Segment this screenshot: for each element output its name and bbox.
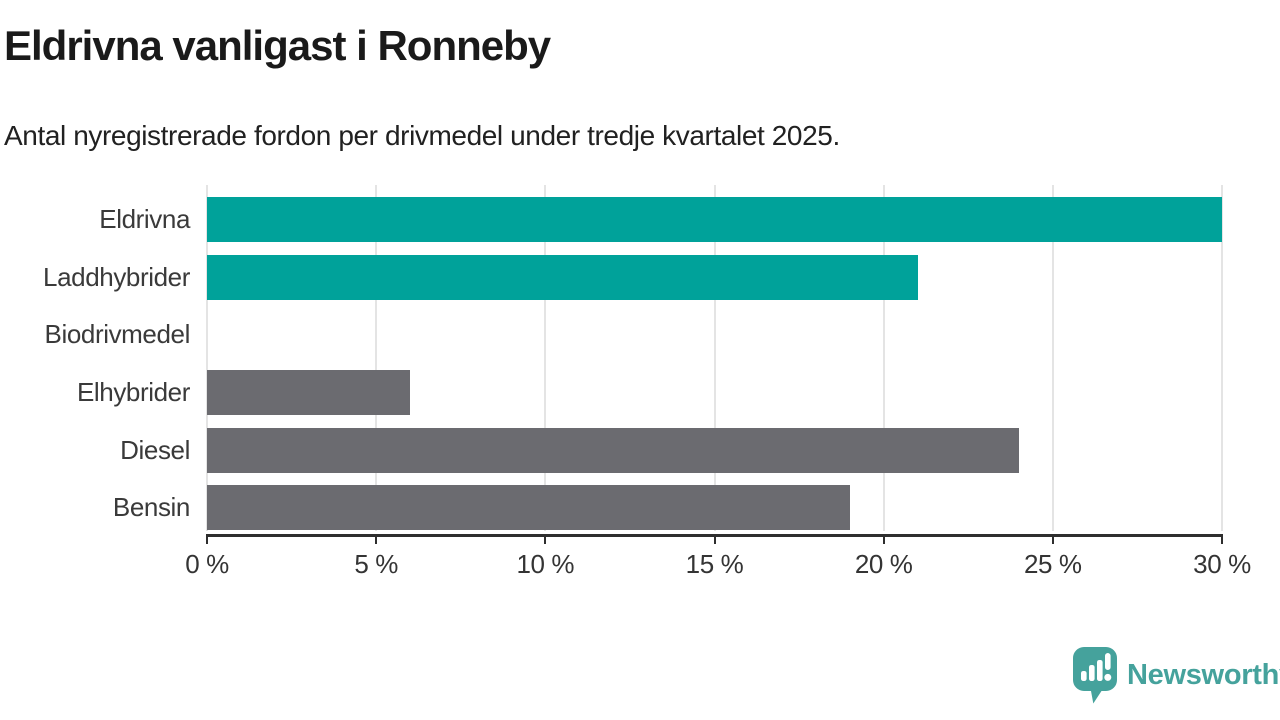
x-axis-tick-25 [1051,534,1054,544]
bar-eldrivna [207,197,1222,242]
gridline-0% [206,185,208,531]
category-label-elhybrider: Elhybrider [76,377,190,407]
branding-label: Newsworthy [1127,658,1280,691]
x-axis-tick-30 [1221,534,1223,544]
x-axis-tick-0 [206,534,208,544]
chart-title: Eldrivna vanligast i Ronneby [4,22,551,69]
x-axis-tick-10 [544,534,547,544]
bar-diesel [207,427,1019,473]
gridline-20% [882,185,885,531]
gridline-5% [375,185,378,531]
x-tick-label-0: 0 % [185,549,229,579]
x-tick-label-25: 25 % [1023,549,1082,579]
category-label-eldrivna: Eldrivna [99,204,190,234]
x-tick-label-20: 20 % [854,549,913,579]
x-tick-label-5: 5 % [354,549,398,579]
x-axis-tick-15 [713,534,716,544]
gridline-25% [1051,185,1054,531]
category-label-bensin: Bensin [112,492,191,523]
category-label-biodrivmedel: Biodrivmedel [44,319,191,350]
x-tick-label-15: 15 % [685,549,744,579]
gridline-10% [544,185,547,531]
branding: Newsworthy [1072,647,1280,704]
category-label-diesel: Diesel [120,434,190,465]
chart-subtitle: Antal nyregistrerade fordon per drivmede… [4,120,840,151]
bar-elhybrider [207,370,410,415]
x-axis-tick-5 [375,534,378,544]
bar-laddhybrider [207,254,918,300]
bar-bensin [207,485,850,531]
gridline-15% [713,185,716,531]
x-tick-label-30: 30 % [1193,549,1251,579]
category-label-laddhybrider: Laddhybrider [43,261,190,292]
x-tick-label-10: 10 % [516,549,575,579]
gridline-30% [1221,185,1223,531]
newsworthy-logo-icon [1072,646,1118,704]
x-axis-tick-20 [882,534,885,544]
